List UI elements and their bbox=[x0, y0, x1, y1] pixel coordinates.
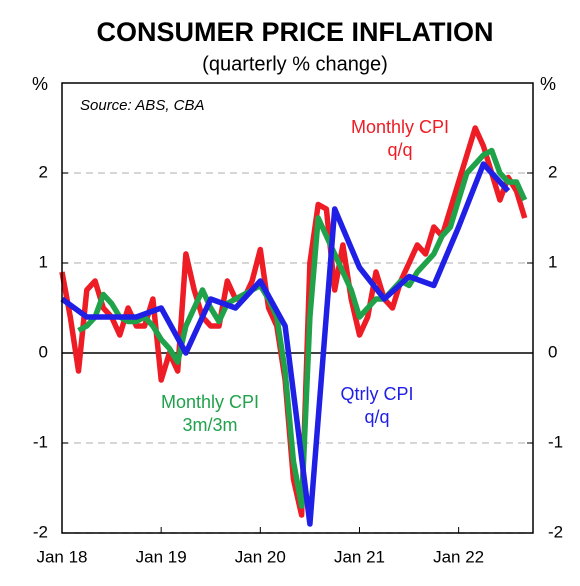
y-tick-label: -1 bbox=[33, 432, 48, 451]
series-annotation: q/q bbox=[364, 407, 389, 427]
y-tick-label: 2 bbox=[39, 162, 48, 181]
series-annotation: Monthly CPI bbox=[351, 117, 449, 137]
series-annotation: Monthly CPI bbox=[161, 392, 259, 412]
series-annotation: q/q bbox=[387, 140, 412, 160]
x-tick-label: Jan 20 bbox=[235, 547, 286, 566]
y-tick-label: 0 bbox=[39, 342, 48, 361]
y2-tick-label: -2 bbox=[548, 522, 563, 541]
series-annotation: Qtrly CPI bbox=[340, 384, 413, 404]
x-tick-label: Jan 18 bbox=[36, 547, 87, 566]
series-line bbox=[77, 147, 528, 509]
y-axis-label: % bbox=[32, 74, 48, 94]
series-annotation: 3m/3m bbox=[182, 415, 237, 435]
y2-tick-label: -1 bbox=[548, 432, 563, 451]
plot-frame bbox=[61, 82, 534, 534]
chart-title: CONSUMER PRICE INFLATION bbox=[97, 17, 494, 47]
x-tick-label: Jan 19 bbox=[136, 547, 187, 566]
chart-subtitle: (quarterly % change) bbox=[202, 53, 388, 75]
y2-tick-label: 0 bbox=[548, 342, 557, 361]
x-tick-label: Jan 22 bbox=[433, 547, 484, 566]
y2-axis-label: % bbox=[540, 74, 556, 94]
y2-tick-label: 1 bbox=[548, 252, 557, 271]
series-line bbox=[60, 161, 511, 527]
x-tick-label: Jan 21 bbox=[334, 547, 385, 566]
y-tick-label: -2 bbox=[33, 522, 48, 541]
source-note: Source: ABS, CBA bbox=[80, 97, 205, 114]
y2-tick-label: 2 bbox=[548, 162, 557, 181]
y-tick-label: 1 bbox=[39, 252, 48, 271]
series-line bbox=[59, 125, 528, 518]
